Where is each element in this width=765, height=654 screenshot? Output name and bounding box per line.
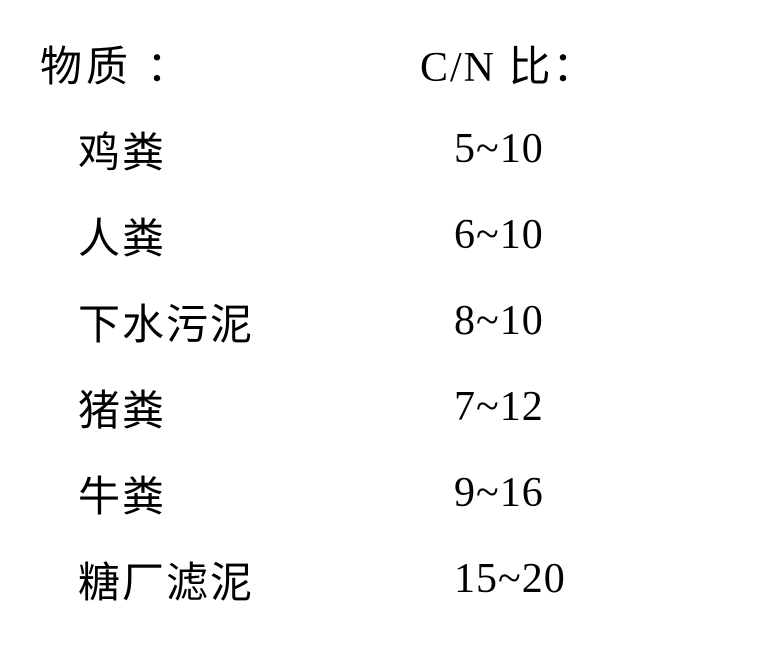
cn-ratio-cell: 8~10: [420, 298, 544, 344]
table-row: 下水污泥 8~10: [40, 278, 725, 364]
cn-ratio-cell: 7~12: [420, 384, 544, 430]
cn-ratio-cell: 15~20: [420, 556, 566, 602]
table-row: 鸡粪 5~10: [40, 106, 725, 192]
cn-ratio-table: 物质 ： C/N 比： 鸡粪 5~10 人粪 6~10 下水污泥 8~10 猪粪: [40, 20, 725, 622]
table-row: 猪粪 7~12: [40, 364, 725, 450]
table-row: 牛粪 9~16: [40, 450, 725, 536]
material-cell: 人粪: [40, 217, 166, 263]
table-row: 糖厂滤泥 15~20: [40, 536, 725, 622]
material-cell: 猪粪: [40, 389, 166, 435]
cn-ratio-cell: 5~10: [420, 126, 544, 172]
column-header-material: 物质 ：: [40, 45, 193, 91]
table-row: 人粪 6~10: [40, 192, 725, 278]
table-header-row: 物质 ： C/N 比：: [40, 20, 725, 106]
column-header-cn-ratio: C/N 比：: [420, 45, 597, 91]
material-cell: 糖厂滤泥: [40, 561, 254, 607]
material-cell: 牛粪: [40, 475, 166, 521]
cn-ratio-cell: 6~10: [420, 212, 544, 258]
cn-ratio-cell: 9~16: [420, 470, 544, 516]
material-cell: 鸡粪: [40, 131, 166, 177]
material-cell: 下水污泥: [40, 303, 254, 349]
